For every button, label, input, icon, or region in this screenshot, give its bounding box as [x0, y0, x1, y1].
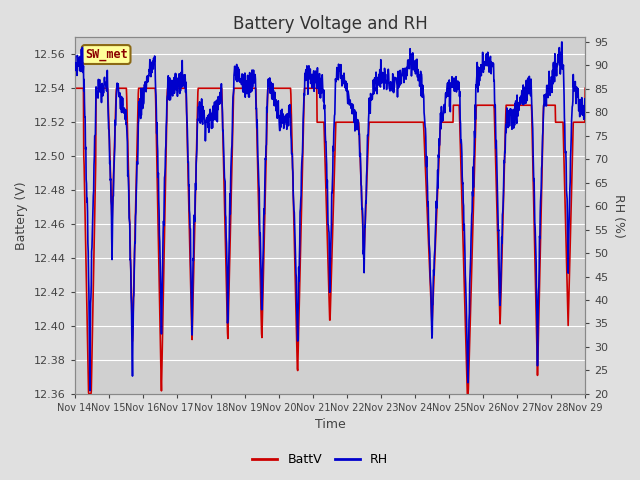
Text: SW_met: SW_met: [84, 48, 127, 61]
X-axis label: Time: Time: [314, 419, 345, 432]
Title: Battery Voltage and RH: Battery Voltage and RH: [232, 15, 428, 33]
Y-axis label: Battery (V): Battery (V): [15, 181, 28, 250]
Legend: BattV, RH: BattV, RH: [248, 448, 392, 471]
Y-axis label: RH (%): RH (%): [612, 193, 625, 238]
